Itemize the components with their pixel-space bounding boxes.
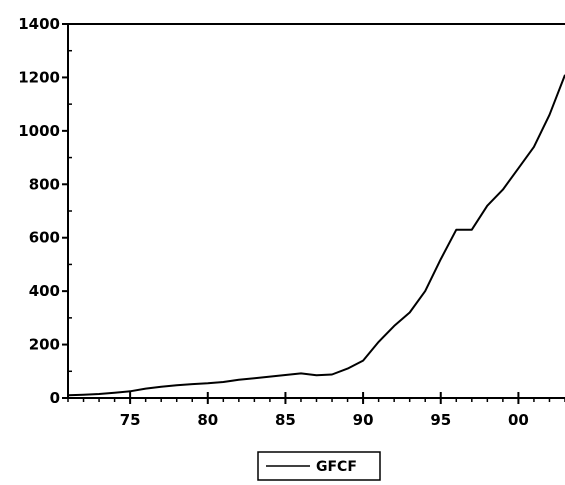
y-tick-label: 600	[29, 229, 60, 247]
plot-frame	[67, 23, 565, 399]
y-tick-label: 200	[29, 336, 60, 354]
y-tick-label: 1400	[18, 15, 60, 33]
x-axis: 75 80 85 90 95 00	[67, 392, 565, 429]
series-line-gfcf	[67, 74, 565, 397]
y-tick-label: 800	[29, 175, 60, 193]
x-tick-label: 95	[430, 411, 451, 429]
y-tick-label: 0	[50, 389, 60, 407]
x-tick-label: 85	[275, 411, 296, 429]
series-layer	[67, 74, 565, 397]
legend-label: GFCF	[316, 459, 357, 475]
y-axis: 0 200 400 600 800 1000 1200 1400	[18, 15, 72, 407]
legend: GFCF	[257, 451, 381, 481]
y-tick-label: 400	[29, 282, 60, 300]
y-tick-label: 1000	[18, 122, 60, 140]
x-tick-label: 75	[120, 411, 141, 429]
x-tick-label: 90	[353, 411, 374, 429]
y-tick-label: 1200	[18, 68, 60, 86]
x-tick-label: 00	[508, 411, 529, 429]
x-tick-label: 80	[197, 411, 218, 429]
